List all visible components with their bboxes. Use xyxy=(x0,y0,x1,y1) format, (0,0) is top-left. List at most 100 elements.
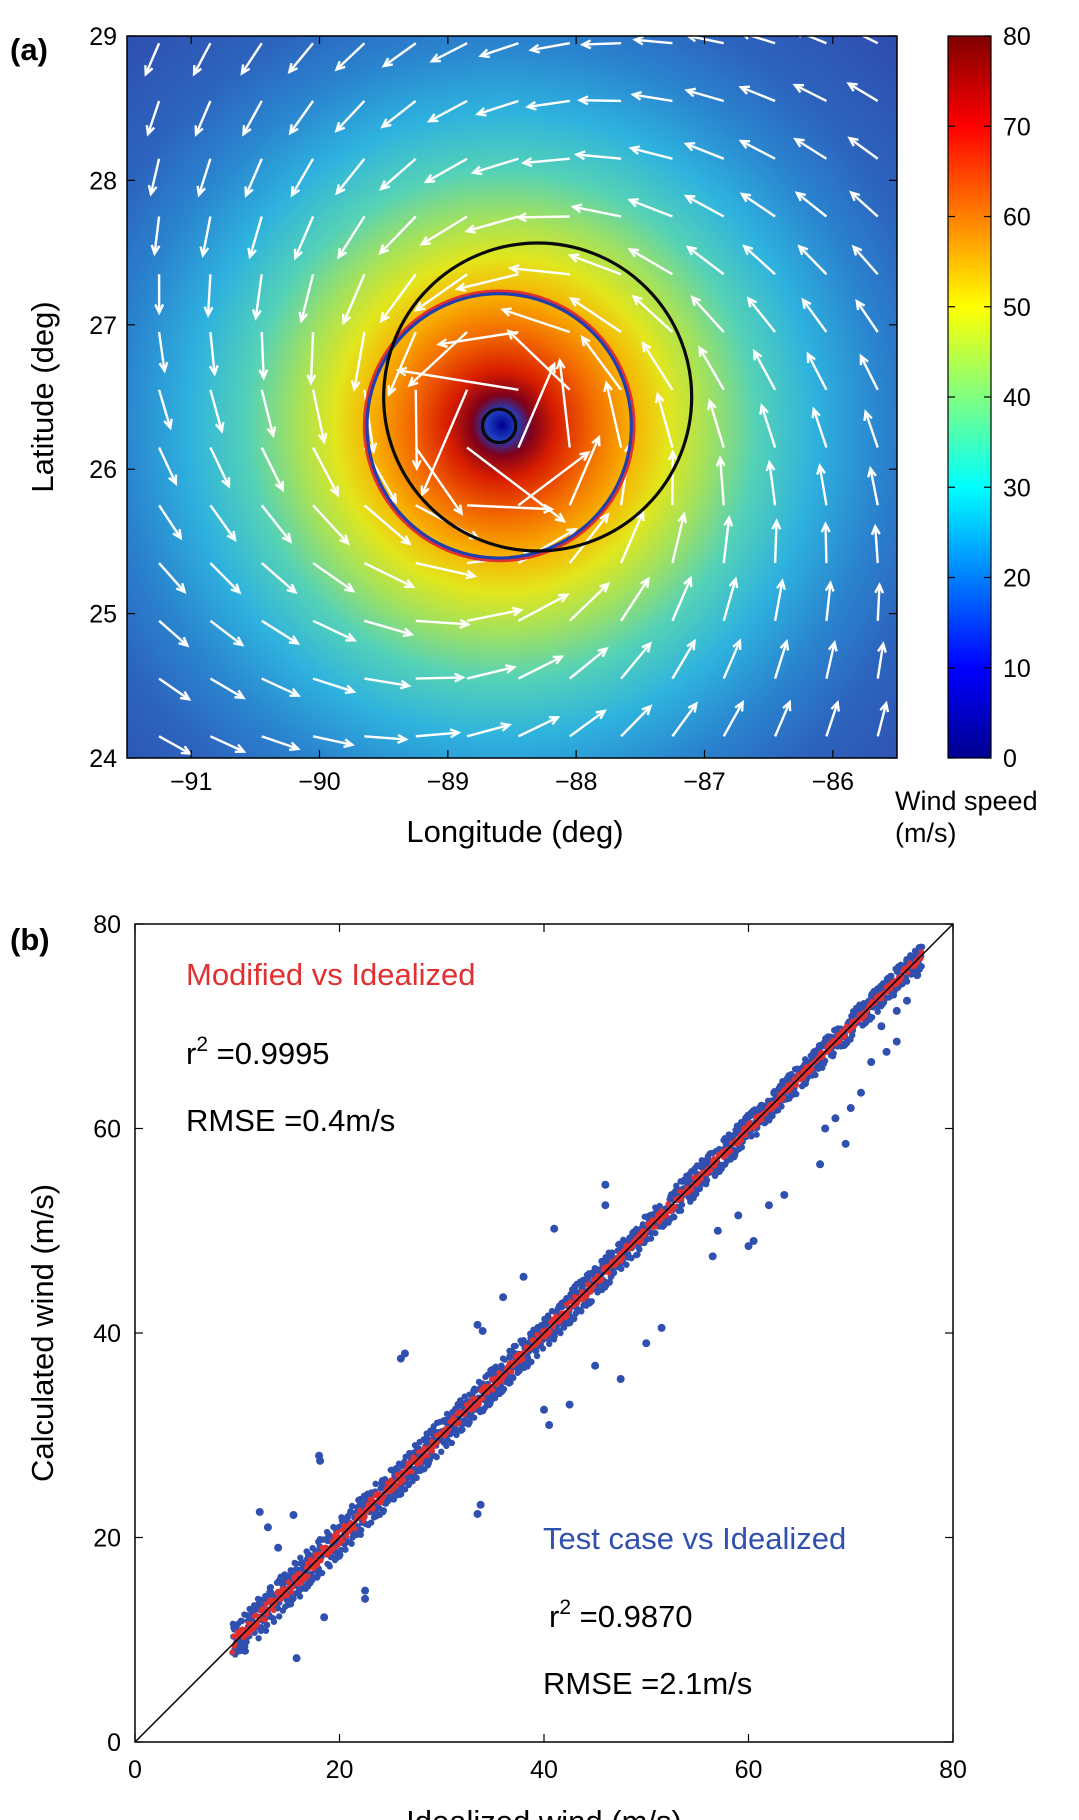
wind-arrow xyxy=(398,369,519,391)
wind-arrow xyxy=(848,137,879,160)
wind-arrow-head xyxy=(738,85,751,95)
test-point xyxy=(413,1474,420,1482)
modified-point xyxy=(727,1148,734,1154)
wind-arrow-head xyxy=(631,294,643,306)
test-outlier-point xyxy=(616,1375,625,1384)
wind-arrow xyxy=(157,331,166,371)
wind-arrow-head xyxy=(158,361,169,374)
test-outlier-point xyxy=(713,1226,722,1235)
wind-arrow xyxy=(472,157,519,174)
wind-arrow-head xyxy=(683,194,696,205)
wind-arrow-head xyxy=(515,212,527,223)
modified-point xyxy=(425,1453,431,1459)
colorbar-tick-label: 0 xyxy=(1003,745,1017,773)
wind-arrow xyxy=(876,702,888,737)
wind-arrow-head xyxy=(635,509,645,522)
wind-arrow-head xyxy=(298,311,309,324)
test-point xyxy=(438,1448,445,1456)
wind-arrow-head xyxy=(667,449,678,461)
modified-point xyxy=(429,1438,435,1444)
wind-arrow-head xyxy=(288,124,299,136)
test-point xyxy=(696,1185,704,1192)
wind-arrow xyxy=(158,619,189,647)
wind-arrow-head xyxy=(395,366,408,377)
test-outlier-point xyxy=(274,1543,283,1552)
wind-arrow-head xyxy=(852,36,854,37)
wind-arrow-head xyxy=(855,298,866,311)
wind-arrow xyxy=(248,216,263,258)
wind-arrow-head xyxy=(240,64,251,76)
test-point xyxy=(738,1144,746,1151)
test-point xyxy=(753,1131,760,1138)
test-point xyxy=(270,1618,278,1625)
wind-arrow xyxy=(260,562,297,594)
wind-arrow xyxy=(864,411,879,448)
test-point xyxy=(588,1298,595,1305)
test-point xyxy=(507,1379,514,1386)
wind-arrow xyxy=(722,578,737,622)
wind-arrow xyxy=(629,198,673,218)
wind-arrow xyxy=(620,642,652,680)
wind-arrow-head xyxy=(874,582,885,594)
modified-point xyxy=(793,1083,799,1089)
test-point xyxy=(652,1229,659,1237)
y-tick-label: 0 xyxy=(107,1729,121,1757)
wind-arrow-head xyxy=(641,704,653,716)
wind-arrow-head xyxy=(771,518,782,530)
wind-arrow-head xyxy=(779,638,790,651)
wind-arrow xyxy=(431,42,468,63)
wind-arrow xyxy=(812,408,828,448)
colorbar-tick-label: 40 xyxy=(1003,384,1031,412)
wind-arrow xyxy=(634,38,673,45)
wind-arrow xyxy=(260,331,265,378)
modified-point xyxy=(305,1573,311,1579)
wind-arrow xyxy=(794,138,828,160)
modified-point xyxy=(759,1116,765,1123)
wind-arrow-field xyxy=(144,36,890,755)
wind-arrow xyxy=(209,331,216,375)
wind-arrow-head xyxy=(546,361,556,374)
test-outlier-point xyxy=(892,1006,901,1015)
wind-arrow xyxy=(260,504,292,543)
wind-arrow-head xyxy=(632,36,644,46)
wind-arrow-head xyxy=(738,139,751,149)
wind-arrow-head xyxy=(597,646,609,658)
wind-arrow-head xyxy=(728,576,739,589)
test-point xyxy=(243,1638,250,1646)
test-point xyxy=(326,1563,333,1570)
wind-arrow-head xyxy=(379,180,391,191)
latitude-tick-label: 25 xyxy=(89,601,117,629)
wind-arrow xyxy=(698,347,725,391)
wind-arrow-head xyxy=(343,738,355,749)
wind-arrow-head xyxy=(628,145,641,155)
modified-point xyxy=(229,1649,235,1655)
wind-arrow xyxy=(415,731,459,738)
test-point xyxy=(769,1112,776,1120)
wind-arrow xyxy=(466,723,510,738)
y-tick-label: 20 xyxy=(93,1525,121,1553)
test-point xyxy=(242,1648,250,1655)
wind-arrow-head xyxy=(334,60,346,72)
test-outlier-point xyxy=(816,1160,825,1169)
wind-arrow xyxy=(718,457,725,506)
wind-arrow-head xyxy=(258,369,269,381)
modified-r2-value: =0.9995 xyxy=(208,1036,330,1071)
wind-arrow xyxy=(523,157,570,165)
wind-arrow-head xyxy=(163,418,173,431)
wind-arrow xyxy=(860,36,879,45)
modified-r2: r2 =0.9995 xyxy=(186,1033,330,1071)
test-point xyxy=(778,1103,785,1110)
wind-arrow xyxy=(209,562,241,594)
wind-arrow-head xyxy=(630,90,643,101)
panel-b-label: (b) xyxy=(10,922,50,957)
modified-point xyxy=(260,1606,266,1612)
modified-point xyxy=(456,1420,462,1426)
colorbar xyxy=(947,35,992,759)
test-point xyxy=(636,1246,643,1253)
modified-point xyxy=(663,1213,669,1219)
test-point xyxy=(296,1593,304,1600)
test-point xyxy=(545,1340,553,1348)
wind-arrow-head xyxy=(180,745,193,755)
test-r2-base: r xyxy=(549,1599,559,1634)
wind-arrow xyxy=(753,350,777,391)
